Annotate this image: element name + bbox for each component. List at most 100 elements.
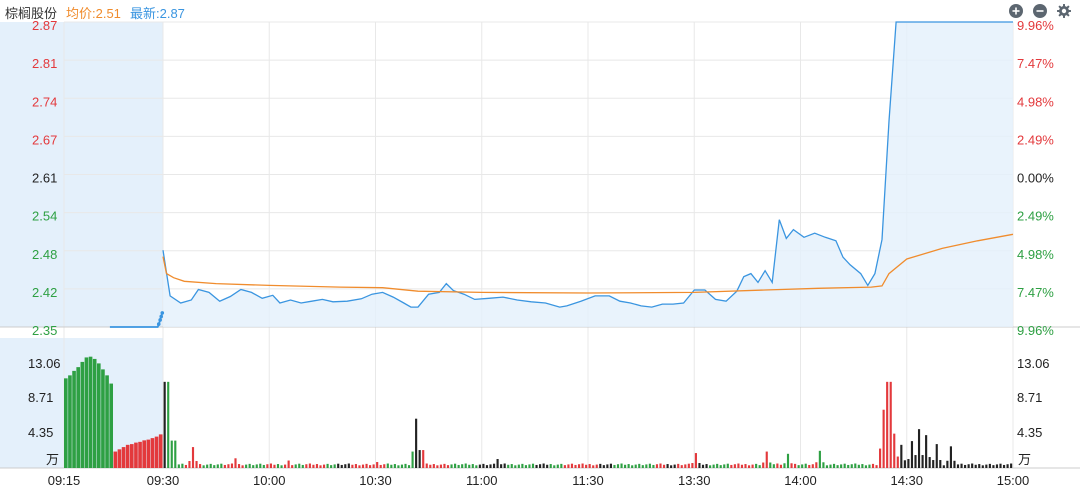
volume-bar [801,464,804,468]
volume-bar [457,464,460,468]
volume-bar [928,457,931,468]
auction-volume-bar [68,375,72,468]
volume-bar [864,465,867,468]
auction-volume-bar [72,370,76,468]
time-tick-label: 14:30 [890,473,923,488]
volume-bar [985,464,988,468]
volume-bar [418,450,421,468]
volume-bar [475,465,478,468]
price-line [162,21,1013,308]
volume-bar [230,463,234,468]
volume-bar [365,463,368,468]
volume-bar [574,464,577,468]
volume-bar [616,464,620,468]
volume-bar [461,464,464,468]
auction-volume-bar [105,375,109,468]
volume-bar [868,464,871,468]
volume-bar [287,460,290,468]
time-tick-label: 10:30 [359,473,392,488]
volume-bar [772,464,775,468]
volume-bar [751,464,754,468]
volume-bar [280,465,283,468]
percent-tick-label: 0.00% [1017,171,1054,186]
volume-bar [737,463,740,468]
volume-bar [794,463,797,468]
volume-bar [273,464,276,468]
volume-bar [553,465,556,468]
percent-tick-label: 4.98% [1017,247,1054,262]
volume-bar [351,464,354,468]
auction-volume-bar [121,447,126,468]
volume-bar [907,459,910,468]
auction-volume-bar [113,451,118,468]
volume-bar [847,464,850,468]
volume-bar [995,464,999,468]
volume-bar [783,463,786,468]
zoom-out-icon[interactable] [1032,3,1048,19]
volume-bar [790,463,793,468]
volume-bar [815,462,818,468]
volume-bar [485,465,489,468]
volume-bar [386,463,389,468]
volume-bar [956,464,960,468]
volume-bar [606,464,609,468]
volume-bar [971,463,974,468]
volume-bar [850,464,853,468]
volume-tick-label: 8.71 [1017,390,1042,405]
volume-bar [492,463,496,468]
volume-bar [645,464,648,468]
auction-volume-bar [138,441,142,468]
volume-bar [400,464,404,468]
volume-bar [992,465,995,468]
volume-bar [468,464,471,468]
volume-bar [843,463,846,468]
volume-bar [719,465,722,468]
price-tick-label: 2.42 [32,285,57,300]
volume-bar [755,463,758,468]
volume-bar [949,446,952,468]
price-tick-label: 2.48 [32,247,57,262]
volume-bar [808,464,811,468]
volume-bar [659,463,662,468]
volume-bar [425,463,428,468]
volume-bar [252,465,255,468]
volume-bar [322,464,326,468]
volume-bar [432,464,435,468]
percent-tick-label: 9.96% [1017,18,1054,33]
volume-unit-label: 万 [1018,452,1031,467]
volume-bar [705,464,708,468]
volume-bar [680,465,683,468]
volume-tick-label: 4.35 [28,425,53,440]
volume-bar [383,464,386,468]
volume-bar [776,463,779,468]
volume-bar [195,461,198,468]
volume-bar [946,460,949,468]
zoom-in-icon[interactable] [1008,3,1024,19]
volume-bar [655,464,659,468]
volume-bar [567,464,570,468]
volume-bar [376,462,379,468]
auction-volume-bar [101,369,105,468]
volume-bar [361,464,365,468]
volume-bar [595,464,598,468]
volume-bar [489,464,492,468]
settings-icon[interactable] [1056,3,1072,19]
percent-tick-label: 4.98% [1017,94,1054,109]
volume-bar [174,440,177,468]
volume-bar [184,464,187,468]
volume-bar [581,463,584,468]
volume-bar [631,465,634,468]
volume-bar [974,464,977,468]
volume-bar [1002,464,1006,468]
volume-bar [1010,463,1013,468]
volume-bar [673,464,676,468]
volume-bar [769,462,772,468]
volume-bar [223,464,226,468]
price-tick-label: 2.87 [32,18,57,33]
volume-bar [514,465,517,468]
volume-bar [684,464,687,468]
volume-bar [733,464,736,468]
volume-bar [896,456,899,468]
volume-bar [454,463,457,468]
